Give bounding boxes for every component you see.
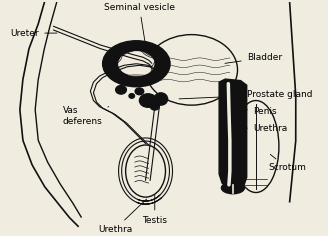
Polygon shape xyxy=(219,79,247,190)
Ellipse shape xyxy=(119,52,154,76)
Ellipse shape xyxy=(154,93,168,105)
Text: Urethra: Urethra xyxy=(98,199,147,234)
Text: Prostate gland: Prostate gland xyxy=(179,90,312,99)
Ellipse shape xyxy=(129,94,134,98)
Ellipse shape xyxy=(139,94,156,107)
Ellipse shape xyxy=(135,88,144,95)
Text: Testis: Testis xyxy=(142,195,167,224)
Text: Scrotum: Scrotum xyxy=(268,154,306,173)
Ellipse shape xyxy=(116,85,126,94)
Text: Seminal vesicle: Seminal vesicle xyxy=(104,3,175,43)
Text: Penis: Penis xyxy=(247,107,277,116)
Text: Urethra: Urethra xyxy=(233,124,287,133)
Ellipse shape xyxy=(103,41,170,87)
Text: Ureter: Ureter xyxy=(10,29,57,38)
Ellipse shape xyxy=(150,102,159,110)
Text: Vas
deferens: Vas deferens xyxy=(63,106,109,126)
Text: Bladder: Bladder xyxy=(225,53,282,63)
Ellipse shape xyxy=(221,182,244,194)
